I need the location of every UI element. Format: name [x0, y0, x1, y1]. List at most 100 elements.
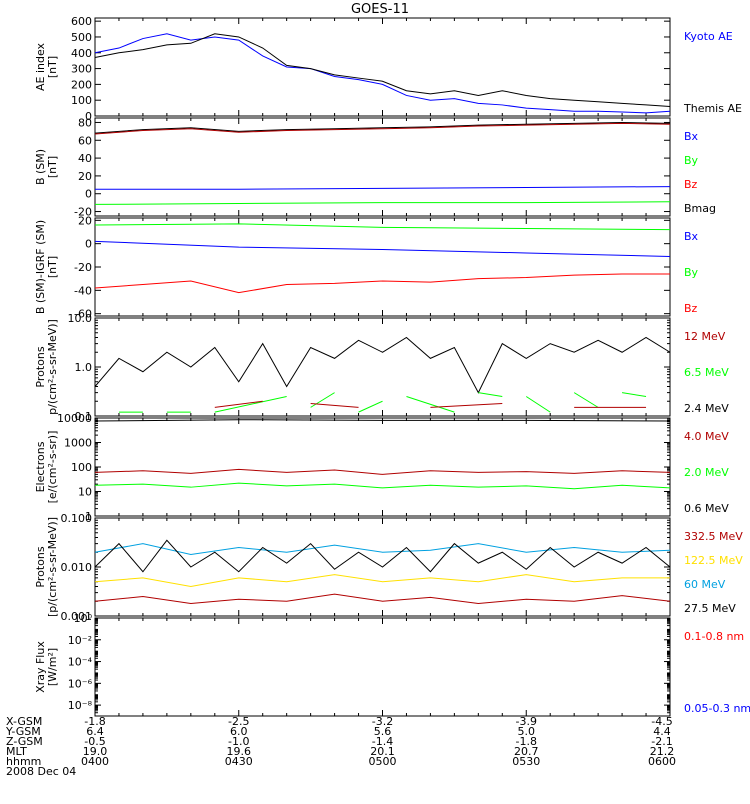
- footer-value: 5.0: [518, 725, 536, 738]
- legend-label: 2.0 MeV: [684, 466, 729, 479]
- footer-value: -1.8: [516, 735, 537, 748]
- y-tick-label: 100: [71, 461, 92, 474]
- y-axis-label: B (SM)[nT]: [34, 149, 59, 185]
- y-tick-label: 60: [78, 134, 92, 147]
- series-by: [94, 223, 671, 231]
- legend-label: Kyoto AE: [684, 30, 733, 43]
- y-axis-label: Electrons[e/(cm²-s-sr)]: [34, 431, 59, 504]
- panel-5: 1 10 100 1000 10000 Electrons[e/(cm²-s-sr)] 4.…: [34, 412, 729, 523]
- legend-label: Bx: [684, 130, 699, 143]
- legend-label: 122.5 MeV: [684, 554, 743, 567]
- footer-row-label: X-GSM: [6, 715, 42, 728]
- series-6-5-mev: [622, 392, 647, 397]
- footer-value: -3.2: [372, 715, 393, 728]
- footer-row-label: 2008 Dec 04: [6, 765, 76, 778]
- footer-row-label: Y-GSM: [5, 725, 41, 738]
- panel-1: 0 100 200 300 400 500 600 AE index[nT] Kyoto AE T…: [34, 15, 742, 123]
- y-axis-label: B (SM)-IGRF (SM)[nT]: [34, 220, 59, 314]
- footer-value: 6.0: [230, 725, 248, 738]
- y-tick-label: 10: [78, 486, 92, 499]
- series-by: [94, 201, 671, 205]
- footer-value: 0500: [369, 755, 397, 768]
- y-tick-label: 40: [78, 152, 92, 165]
- footer-value: 4.4: [653, 725, 671, 738]
- y-tick-label: -60: [74, 308, 92, 321]
- series-6-5-mev: [525, 396, 551, 413]
- series-12-mev: [310, 402, 359, 408]
- y-tick-label: 10⁰: [74, 612, 93, 625]
- series-6-5-mev: [406, 396, 455, 413]
- legend-label: Themis AE: [683, 102, 742, 115]
- footer-row-label: Z-GSM: [6, 735, 43, 748]
- y-tick-label: 10⁻⁶: [68, 677, 93, 690]
- series-4-0-mev: [94, 468, 671, 475]
- y-tick-label: 600: [71, 15, 92, 28]
- panel-3: -60 -40 -20 0 20 B (SM)-IGRF (SM)[nT] Bx By Bz: [34, 214, 699, 320]
- panel-frame: [94, 217, 671, 317]
- footer-value: -1.0: [228, 735, 249, 748]
- y-tick-label: 1.0: [75, 361, 93, 374]
- y-tick-label: 1: [85, 510, 92, 523]
- panel-7: 10⁻⁸ 10⁻⁶ 10⁻⁴ 10⁻² 10⁰ Xray Flux[W/m²] 0.1-0.…: [34, 612, 750, 717]
- footer-value: 0400: [81, 755, 109, 768]
- series-bz: [94, 122, 671, 135]
- y-tick-label: 10⁻²: [68, 634, 92, 647]
- legend-label: 60 MeV: [684, 578, 726, 591]
- legend-label: 0.1-0.8 nm: [684, 630, 744, 643]
- series-12-mev: [214, 400, 263, 408]
- y-tick-label: 0.100: [61, 512, 93, 525]
- y-tick-label: 10⁻⁴: [68, 656, 93, 669]
- legend-label: 12 MeV: [684, 330, 726, 343]
- footer-value: -4.5: [651, 715, 672, 728]
- legend-label: By: [684, 266, 699, 279]
- panel-2: -20 0 20 40 60 80 B (SM)[nT] Bx By Bz Bmag: [34, 116, 716, 218]
- series-6-5-mev: [358, 400, 383, 413]
- legend-label: Bmag: [684, 202, 716, 215]
- series-6-5-mev: [310, 392, 335, 408]
- footer-value: 19.0: [83, 745, 108, 758]
- panel-frame: [94, 417, 671, 517]
- legend-label: 27.5 MeV: [684, 602, 736, 615]
- footer-value: -3.9: [516, 715, 537, 728]
- y-tick-label: 0.010: [61, 561, 93, 574]
- series-kyoto-ae: [94, 33, 671, 114]
- footer-value: -2.5: [228, 715, 249, 728]
- y-tick-label: 20: [78, 214, 92, 227]
- series-6-5-mev: [478, 392, 503, 397]
- y-tick-label: -40: [74, 284, 92, 297]
- y-tick-label: 200: [71, 78, 92, 91]
- legend-label: Bz: [684, 178, 698, 191]
- legend-label: 4.0 MeV: [684, 430, 729, 443]
- series-332-5-mev: [94, 593, 671, 604]
- footer-value: 20.1: [370, 745, 395, 758]
- y-tick-label: 10⁻⁸: [68, 699, 93, 712]
- y-tick-label: 0.1: [75, 410, 93, 423]
- footer-value: 0600: [648, 755, 676, 768]
- footer-value: 6.4: [86, 725, 104, 738]
- legend-label: 2.4 MeV: [684, 402, 729, 415]
- plot-title: GOES-11: [351, 2, 409, 17]
- footer-row-label: hhmm: [6, 755, 41, 768]
- footer-value: -2.1: [651, 735, 672, 748]
- footer-value: -0.5: [84, 735, 105, 748]
- y-tick-label: -20: [74, 206, 92, 219]
- footer-value: -1.8: [84, 715, 105, 728]
- footer-value: 20.7: [514, 745, 539, 758]
- y-tick-label: 300: [71, 63, 92, 76]
- panel-6: 0.001 0.010 0.100Protons[p/(cm²-s-sr-MeV)]…: [34, 512, 743, 623]
- series-2-0-mev: [94, 482, 671, 490]
- series-60-mev: [94, 543, 671, 555]
- panel-frame: [94, 617, 671, 717]
- y-tick-label: 80: [78, 116, 92, 129]
- footer-value: 5.6: [374, 725, 392, 738]
- y-axis-label: Protons[p/(cm²-s-sr-MeV)]: [34, 517, 59, 617]
- series-bx: [94, 240, 671, 257]
- y-axis-label: Protonsp/(cm²-s-sr-MeV)]: [34, 319, 59, 415]
- panel-frame: [94, 117, 671, 217]
- footer-value: -1.4: [372, 735, 393, 748]
- y-axis-label: AE index[nT]: [34, 42, 59, 91]
- series-2-4-mev: [94, 336, 671, 394]
- series-bx: [95, 186, 671, 190]
- y-tick-label: 0: [85, 110, 92, 123]
